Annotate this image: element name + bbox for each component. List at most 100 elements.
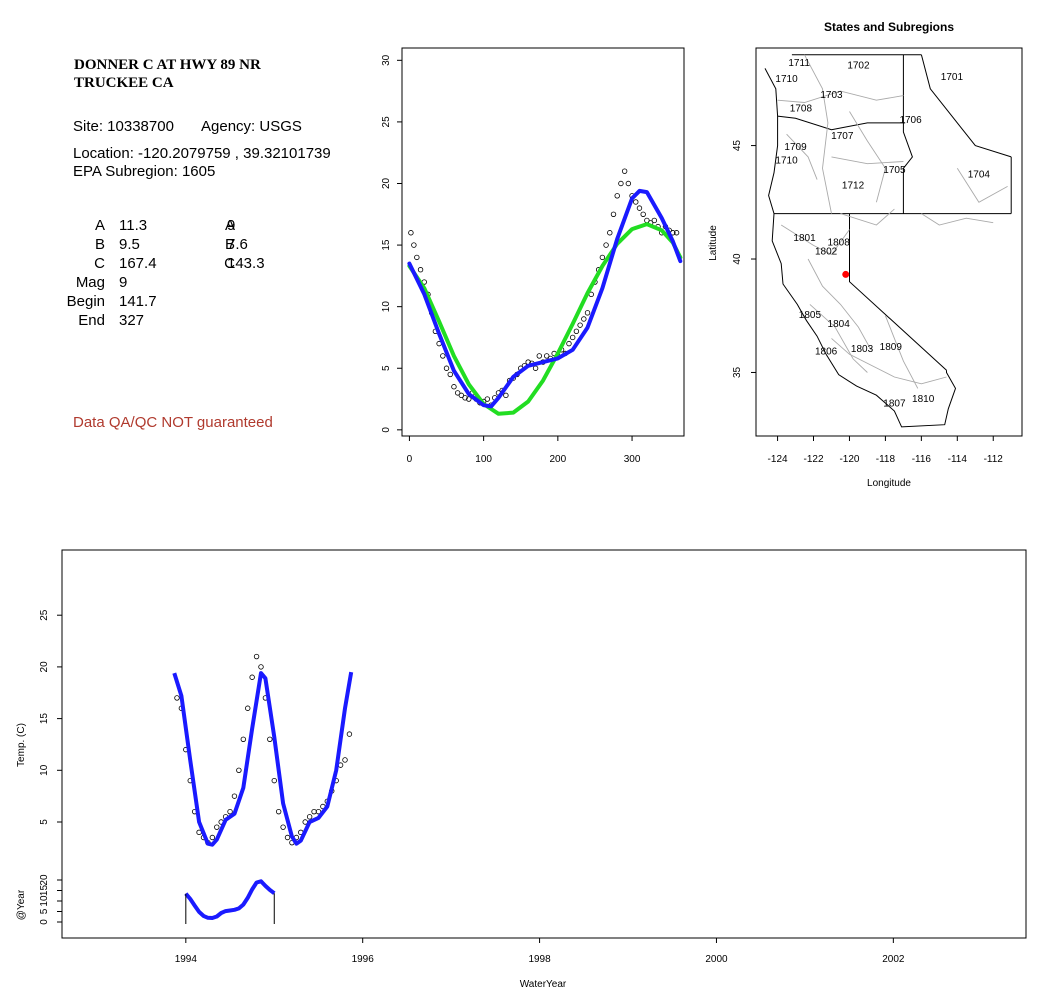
region-label: 1810 [912, 394, 935, 405]
obs-point [607, 230, 613, 236]
plot-frame [401, 47, 685, 437]
obs-point [214, 824, 220, 830]
coastline [764, 68, 957, 428]
obs-point [253, 653, 260, 660]
y-tick-label: 15 [381, 239, 392, 251]
obs-point [271, 777, 277, 784]
y-tick-label: 5 [381, 365, 392, 371]
qa-note: Data QA/QC NOT guaranteed [73, 414, 273, 431]
region-label: 1711 [788, 58, 810, 69]
param-label: A [224, 217, 235, 234]
param-value: 7.6 [227, 236, 248, 253]
state-border [777, 115, 906, 131]
x-tick-label: 1996 [352, 954, 375, 965]
obs-point [417, 267, 424, 273]
y-tick-label: 15 [39, 713, 50, 725]
regions-map: States and Subregions Longitude Latitude… [708, 20, 1023, 489]
region-label: 1710 [775, 74, 798, 85]
green-fit-line [407, 222, 683, 416]
subregion-boundary [777, 90, 904, 103]
y-tick-label: 25 [381, 116, 392, 128]
map-xlabel: Longitude [867, 478, 911, 489]
state-border [849, 213, 947, 371]
x-tick-label: 1994 [175, 954, 198, 965]
obs-point [544, 353, 550, 359]
param-label: B [94, 236, 105, 253]
map-ylabel: Latitude [708, 225, 719, 261]
subregion-boundary [780, 224, 850, 256]
obs-point [573, 328, 580, 335]
obs-point [569, 334, 576, 341]
x-tick-label: -120 [839, 454, 859, 465]
obs-point [454, 390, 461, 396]
obs-point [633, 199, 639, 205]
obs-point [311, 808, 317, 815]
y-tick-label: 10 [39, 764, 50, 776]
map-frame [755, 47, 1023, 437]
epa-subregion: EPA Subregion: 1605 [73, 163, 216, 180]
site-id: Site: 10338700 [73, 118, 174, 135]
obs-point [532, 365, 539, 371]
obs-point [280, 824, 286, 830]
x-tick-label: 200 [549, 454, 566, 465]
obs-point [240, 736, 247, 742]
obs-point [636, 205, 643, 211]
obs-point [209, 834, 216, 841]
subregion-boundary [786, 133, 818, 180]
param-label: End [78, 312, 105, 329]
x-tick-label: 0 [407, 454, 413, 465]
location: Location: -120.2079759 , 39.32101739 [73, 145, 331, 162]
param-label: C [224, 255, 235, 272]
y2-tick-label: 0 [39, 919, 50, 925]
site-marker [842, 270, 850, 278]
obs-point [651, 217, 658, 224]
region-label: 1807 [883, 399, 906, 410]
y2-tick-label: 15 [39, 885, 50, 897]
obs-point [618, 180, 624, 187]
y2-tick-label: 10 [39, 895, 50, 907]
obs-point [603, 242, 609, 248]
x-tick-label: 1998 [528, 954, 551, 965]
x-tick-label: 2002 [882, 954, 905, 965]
agency: Agency: USGS [201, 118, 302, 135]
param-label: A [94, 217, 105, 234]
param-value: 9 [119, 274, 128, 291]
obs-point [484, 396, 491, 402]
region-label: 1708 [790, 104, 813, 115]
ts-ylabel: Temp. (C) [16, 723, 27, 767]
obs-point [458, 392, 465, 399]
param-value: 327 [119, 312, 145, 329]
param-value: 11.3 [119, 217, 148, 234]
obs-point [451, 384, 457, 390]
region-label: 1808 [828, 237, 851, 248]
map-title: States and Subregions [824, 20, 954, 34]
obs-point [411, 242, 417, 248]
obs-point [610, 211, 617, 217]
plot-frame [61, 549, 1027, 939]
obs-point [536, 353, 542, 359]
obs-point [503, 392, 509, 399]
region-label: 1702 [847, 60, 870, 71]
obs-point [267, 736, 273, 742]
y-tick-label: 20 [381, 177, 392, 189]
obs-point [245, 705, 251, 711]
obs-point [249, 674, 255, 680]
year-inset-line [184, 879, 276, 920]
param-value: 9.5 [119, 236, 140, 253]
subregion-boundary [831, 338, 947, 385]
x-tick-label: -124 [768, 454, 788, 465]
y2-tick-label: 20 [39, 874, 50, 886]
x-tick-label: -114 [948, 454, 968, 465]
subregion-boundary [804, 54, 832, 214]
region-label: 1803 [851, 344, 874, 355]
subregion-boundary [809, 304, 868, 373]
x-tick-label: -112 [984, 454, 1004, 465]
obs-point [346, 731, 353, 737]
x-tick-label: 100 [475, 454, 492, 465]
obs-point [577, 322, 583, 328]
param-value: 9 [227, 217, 236, 234]
y-tick-label: 30 [381, 54, 392, 66]
y2-tick-label: 5 [39, 908, 50, 914]
y-tick-label: 20 [39, 661, 50, 673]
blue-fit-line [407, 188, 683, 409]
